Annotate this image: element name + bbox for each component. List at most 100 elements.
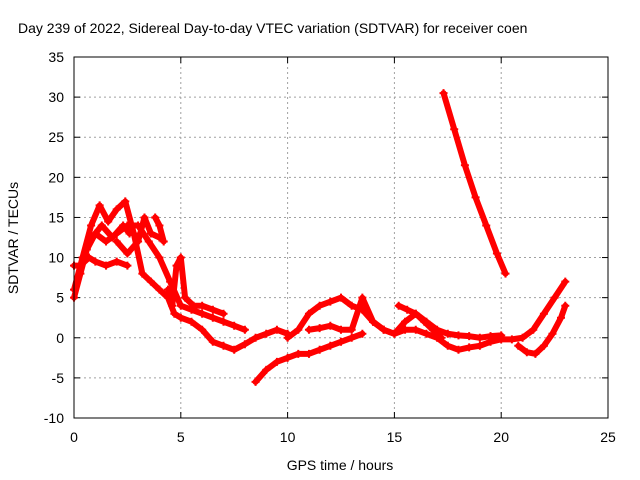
series-arc-4 <box>91 221 249 334</box>
data-point <box>529 325 538 334</box>
x-tick-label: 15 <box>387 429 403 445</box>
plot-frame <box>73 56 609 419</box>
data-point <box>240 340 249 349</box>
data-point <box>531 349 540 358</box>
chart-title: Day 239 of 2022, Sidereal Day-to-day VTE… <box>18 20 527 36</box>
data-point <box>443 329 452 338</box>
data-point <box>394 301 403 310</box>
data-point <box>168 301 177 310</box>
data-point <box>140 213 149 222</box>
data-point <box>240 325 249 334</box>
data-point <box>129 229 138 238</box>
data-point <box>420 317 429 326</box>
data-point <box>561 277 570 286</box>
data-point <box>450 125 459 134</box>
data-point <box>112 229 121 238</box>
data-point <box>337 293 345 302</box>
x-axis-label: GPS time / hours <box>287 457 394 473</box>
data-point <box>219 341 228 350</box>
data-point <box>198 309 207 318</box>
data-point <box>401 317 410 326</box>
data-point <box>514 341 523 350</box>
data-point <box>422 329 431 338</box>
data-point <box>208 313 217 322</box>
x-tick-label: 5 <box>177 429 185 445</box>
data-point <box>347 325 356 334</box>
series-arc-13 <box>514 301 570 358</box>
data-point <box>84 253 93 262</box>
y-tick-label: 20 <box>48 169 64 185</box>
y-tick-label: 35 <box>48 49 64 65</box>
data-point <box>475 341 484 350</box>
data-point <box>465 332 474 341</box>
data-point <box>304 349 313 358</box>
data-point <box>170 309 179 318</box>
data-point <box>471 193 480 202</box>
y-tick-label: -10 <box>44 410 64 426</box>
data-point <box>347 301 356 310</box>
data-point <box>198 301 207 310</box>
data-point <box>155 253 164 262</box>
data-point <box>507 335 516 344</box>
data-point <box>369 317 378 326</box>
data-point <box>315 345 324 354</box>
data-point <box>176 301 185 310</box>
data-point <box>347 333 356 342</box>
data-point <box>151 213 160 222</box>
data-point <box>454 345 463 354</box>
data-point <box>112 257 121 266</box>
data-point <box>155 285 164 294</box>
data-point <box>539 341 548 350</box>
series-arc-11 <box>394 301 446 342</box>
data-point <box>102 261 111 270</box>
data-point <box>492 249 501 258</box>
data-point <box>497 331 506 340</box>
data-point <box>251 333 260 342</box>
data-point <box>401 325 410 334</box>
data-point <box>95 201 104 210</box>
data-point <box>176 313 185 322</box>
data-point <box>454 331 463 340</box>
data-point <box>557 313 566 322</box>
data-point <box>403 305 412 314</box>
x-tick-label: 10 <box>280 429 296 445</box>
data-point <box>262 329 271 338</box>
data-point <box>294 325 303 334</box>
data-point <box>102 237 111 246</box>
data-point <box>230 345 239 354</box>
data-point <box>123 261 132 270</box>
data-point <box>304 309 313 318</box>
data-point <box>358 329 367 338</box>
y-tick-labels: -10 -5 0 5 10 15 20 25 30 35 <box>44 49 64 426</box>
y-axis-label: SDTVAR / TECUs <box>5 182 21 294</box>
data-point <box>219 309 228 318</box>
data-point <box>176 253 185 262</box>
data-point <box>539 309 548 318</box>
x-tick-label: 25 <box>600 429 616 445</box>
data-point <box>501 269 510 278</box>
y-tick-label: 10 <box>48 250 64 266</box>
data-series <box>70 89 570 386</box>
data-point <box>561 301 570 310</box>
data-point <box>144 237 153 246</box>
data-point <box>550 293 559 302</box>
data-point <box>443 341 452 350</box>
data-point <box>97 221 106 230</box>
data-point <box>390 329 399 338</box>
data-point <box>159 237 168 246</box>
data-point <box>486 332 495 341</box>
data-point <box>198 325 207 334</box>
x-tick-labels: 0 5 10 15 20 25 <box>70 429 616 445</box>
data-point <box>181 293 190 302</box>
series-arc-12 <box>439 89 510 278</box>
y-tick-label: 25 <box>48 129 64 145</box>
data-point <box>482 221 491 230</box>
data-point <box>163 285 172 294</box>
data-point <box>465 343 474 352</box>
data-point <box>283 353 292 362</box>
data-point <box>123 221 132 230</box>
x-tick-label: 20 <box>493 429 509 445</box>
data-point <box>337 337 345 346</box>
y-tick-label: 0 <box>56 330 64 346</box>
data-point <box>522 348 531 357</box>
